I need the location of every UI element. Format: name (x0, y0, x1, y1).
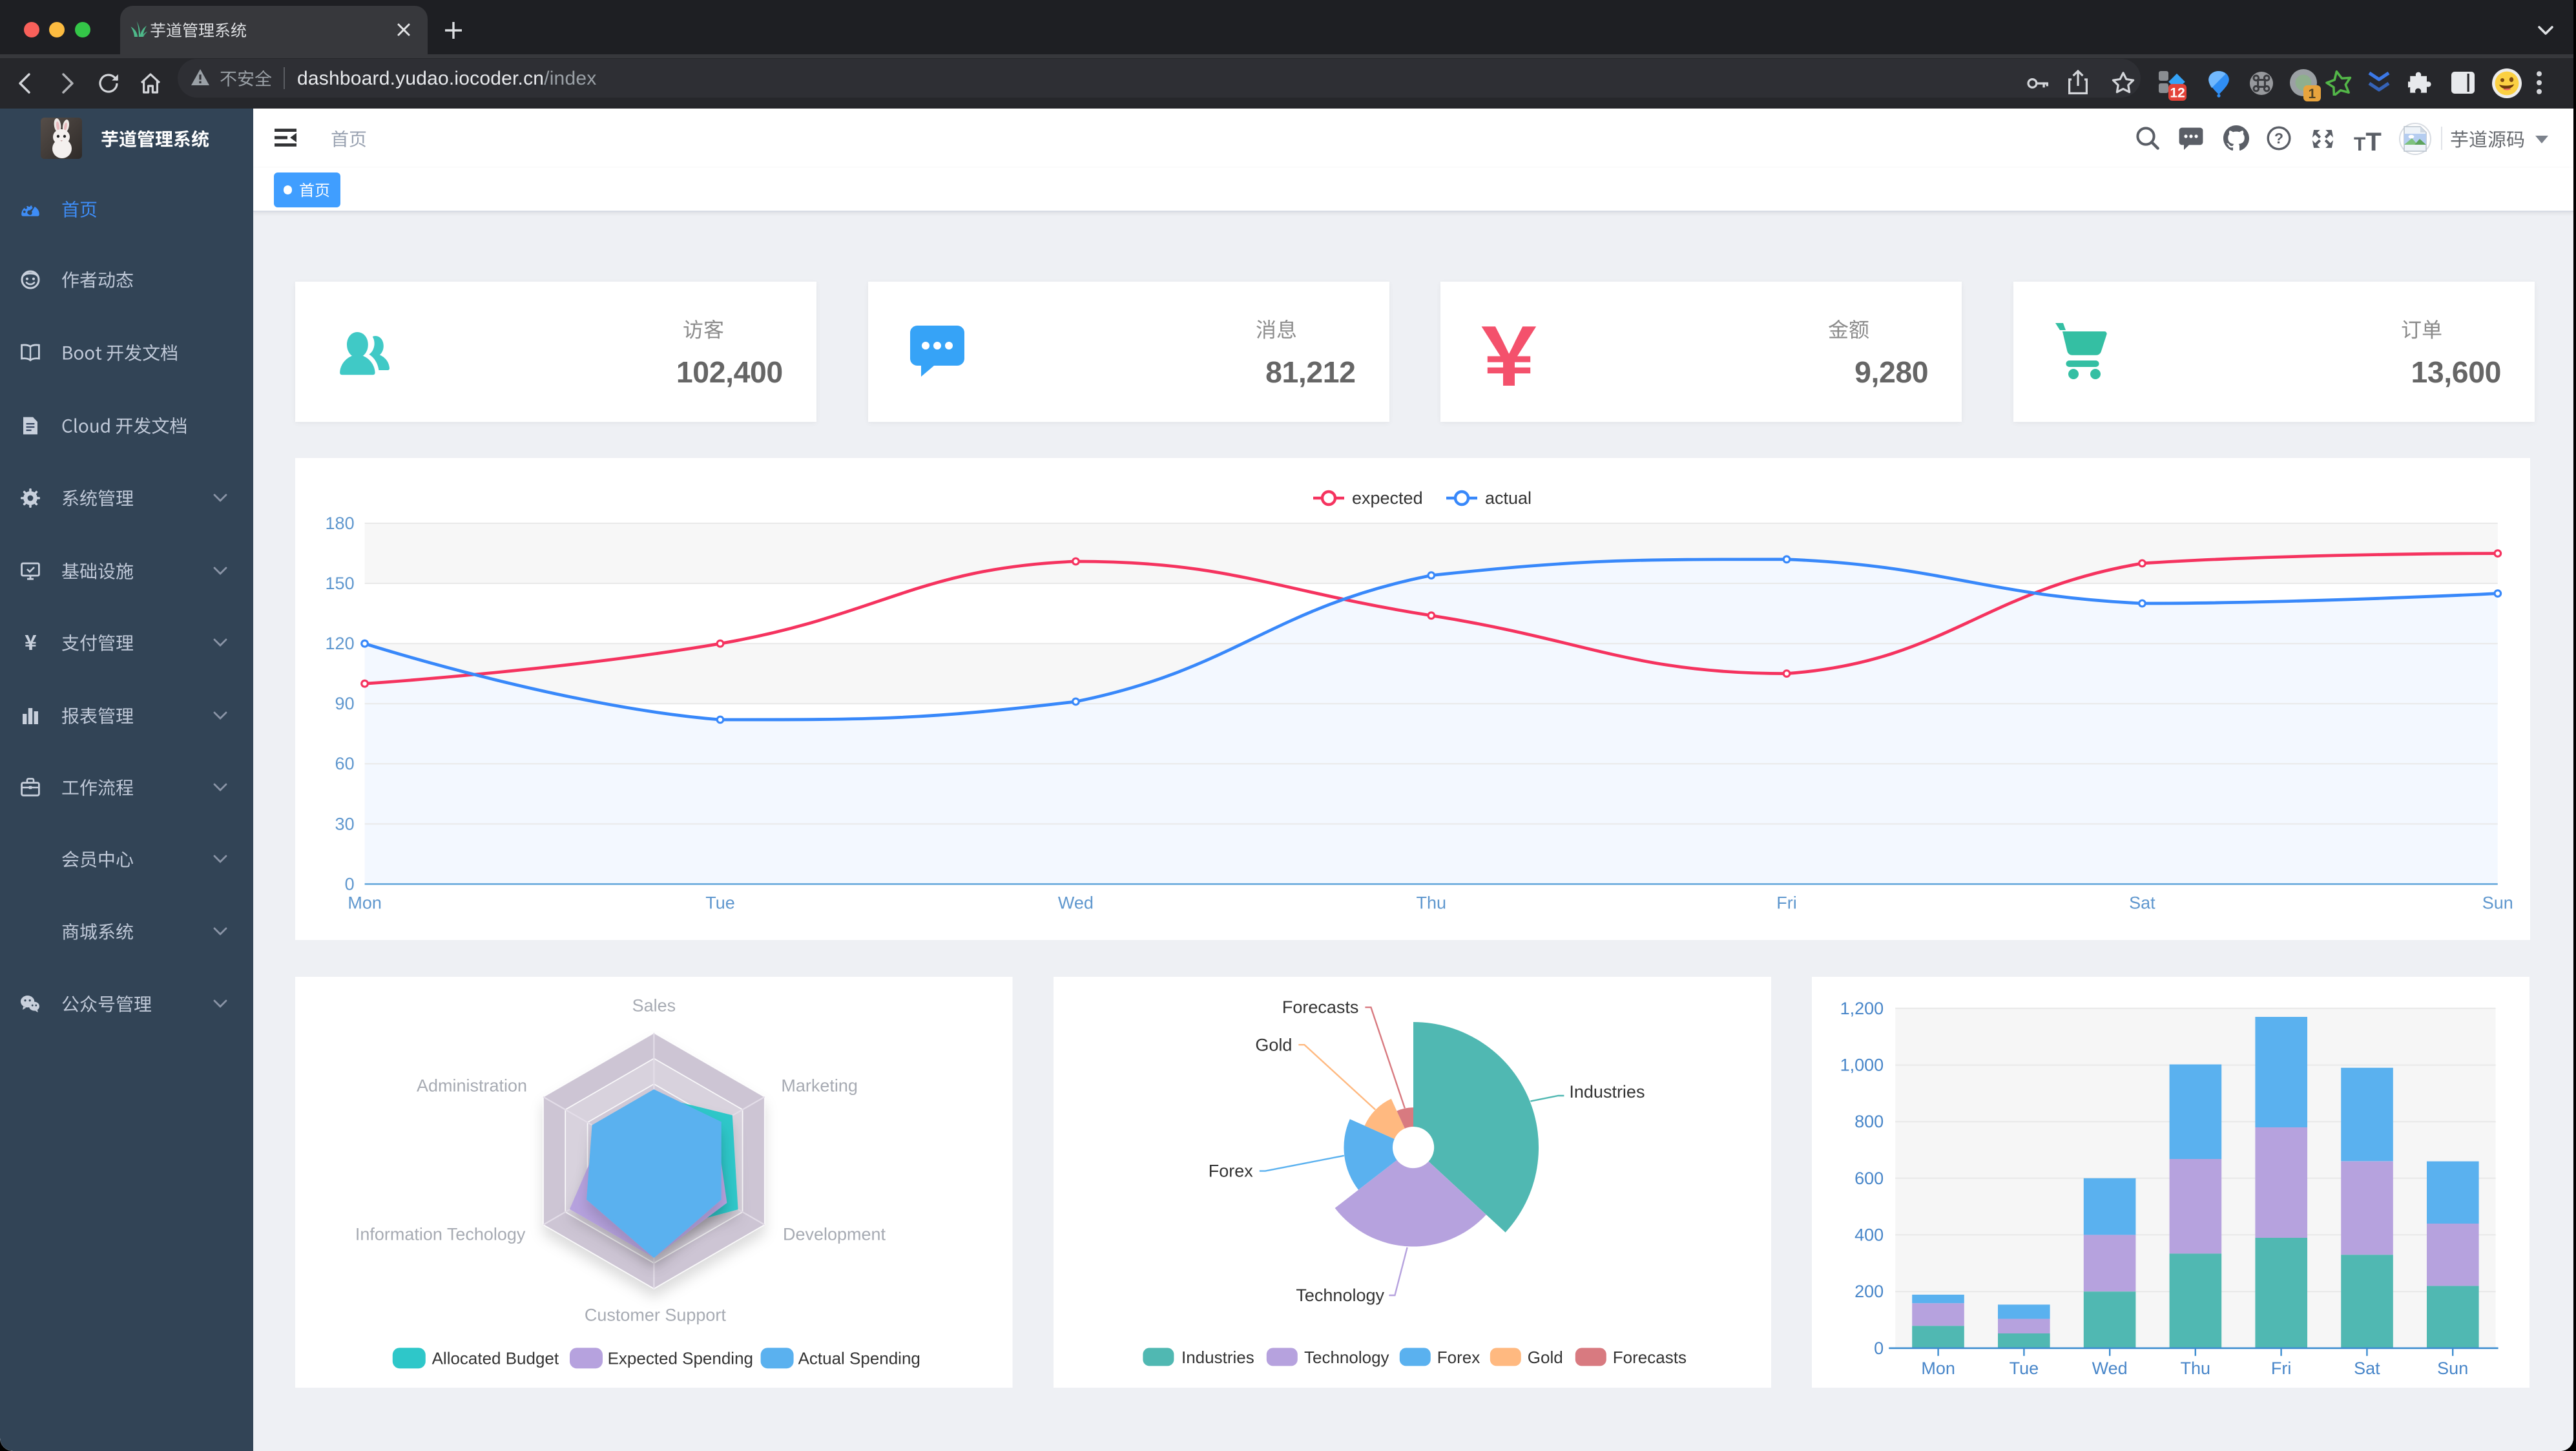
svg-text:Wed: Wed (2092, 1359, 2128, 1378)
svg-text:Administration: Administration (417, 1076, 527, 1096)
svg-text:200: 200 (1855, 1282, 1884, 1301)
svg-text:expected: expected (1352, 488, 1423, 508)
svg-text:Forex: Forex (1437, 1348, 1479, 1367)
svg-text:Fri: Fri (2271, 1359, 2291, 1378)
svg-text:30: 30 (335, 814, 355, 833)
svg-text:Allocated Budget: Allocated Budget (432, 1349, 559, 1368)
svg-text:0: 0 (345, 874, 355, 893)
svg-text:Sat: Sat (2129, 893, 2155, 912)
svg-text:1,200: 1,200 (1840, 999, 1884, 1018)
svg-text:180: 180 (326, 514, 355, 533)
svg-text:800: 800 (1855, 1112, 1884, 1131)
svg-text:Information Techology: Information Techology (355, 1224, 526, 1244)
svg-text:Industries: Industries (1569, 1082, 1645, 1101)
svg-text:Forecasts: Forecasts (1282, 997, 1358, 1017)
svg-text:Sales: Sales (632, 996, 676, 1016)
svg-text:actual: actual (1485, 488, 1532, 508)
svg-text:Forex: Forex (1208, 1162, 1253, 1181)
svg-text:Wed: Wed (1058, 893, 1094, 912)
svg-text:Sat: Sat (2354, 1359, 2381, 1378)
svg-text:Mon: Mon (348, 893, 382, 912)
svg-text:120: 120 (326, 634, 355, 653)
svg-text:1: 1 (2309, 87, 2316, 101)
svg-text:600: 600 (1855, 1169, 1884, 1188)
svg-text:Thu: Thu (1417, 893, 1447, 912)
svg-text:Mon: Mon (1922, 1359, 1956, 1378)
svg-text:Actual Spending: Actual Spending (798, 1349, 920, 1368)
svg-text:Tue: Tue (705, 893, 735, 912)
svg-text:Technology: Technology (1296, 1286, 1384, 1305)
svg-text:Development: Development (783, 1224, 886, 1244)
svg-text:150: 150 (326, 574, 355, 593)
svg-text:Tue: Tue (2010, 1359, 2039, 1378)
svg-text:Sun: Sun (2438, 1359, 2469, 1378)
svg-text:60: 60 (335, 754, 355, 773)
svg-text:0: 0 (1875, 1339, 1884, 1358)
svg-text:90: 90 (335, 694, 355, 713)
svg-text:Gold: Gold (1255, 1035, 1292, 1054)
svg-text:400: 400 (1855, 1225, 1884, 1244)
svg-text:Industries: Industries (1181, 1348, 1254, 1367)
svg-text:Expected Spending: Expected Spending (608, 1349, 753, 1368)
svg-text:Gold: Gold (1527, 1348, 1563, 1367)
svg-text:Customer Support: Customer Support (585, 1305, 726, 1324)
svg-text:?: ? (2274, 130, 2283, 147)
svg-text:Thu: Thu (2181, 1359, 2211, 1378)
svg-text:Forecasts: Forecasts (1612, 1348, 1686, 1367)
svg-text:Marketing: Marketing (781, 1076, 857, 1096)
svg-text:12: 12 (2170, 85, 2185, 100)
svg-text:1,000: 1,000 (1840, 1056, 1884, 1075)
svg-text:Fri: Fri (1776, 893, 1796, 912)
svg-text:Technology: Technology (1304, 1348, 1389, 1367)
svg-text:Sun: Sun (2482, 893, 2513, 912)
